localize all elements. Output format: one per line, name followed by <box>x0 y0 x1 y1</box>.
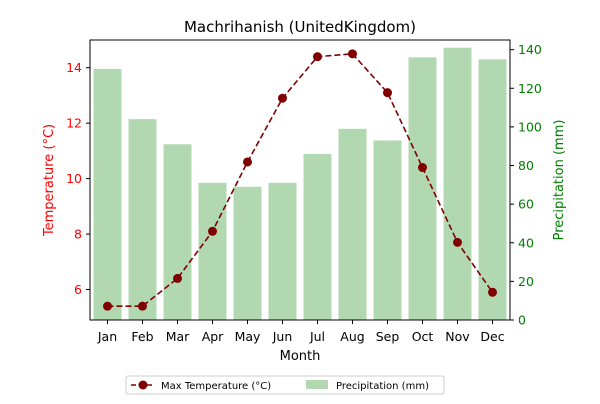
temperature-line <box>103 49 497 311</box>
temperature-point <box>278 93 287 103</box>
precipitation-bar <box>268 182 297 320</box>
precipitation-bar <box>128 119 157 320</box>
x-axis-label: Month <box>280 349 321 364</box>
legend-frame <box>125 375 445 395</box>
y-axis-left-label: Temperature (°C) <box>42 124 57 237</box>
temperature-point <box>208 226 217 236</box>
temperature-point <box>138 301 147 311</box>
legend-entry-precipitation: Precipitation (mm) <box>336 381 429 392</box>
legend: Max Temperature (°C) Precipitation (mm) <box>125 375 445 395</box>
temperature-point <box>488 287 497 297</box>
legend-bar-swatch <box>306 380 328 389</box>
precipitation-bar <box>233 186 262 320</box>
x-tick-label: Dec <box>480 329 504 344</box>
y-right-tick-label: 60 <box>518 197 534 212</box>
precipitation-bar <box>443 47 472 321</box>
y-axis-right: 0 20 40 60 80 100 120 140 <box>510 42 542 328</box>
y-left-tick-label: 6 <box>74 282 82 297</box>
y-right-tick-label: 0 <box>518 313 526 328</box>
x-tick-label: Jul <box>309 329 325 344</box>
x-tick-label: Sep <box>376 329 400 344</box>
y-right-tick-label: 40 <box>518 235 534 250</box>
x-tick-label: Oct <box>412 329 434 344</box>
y-left-tick-label: 10 <box>66 171 82 186</box>
x-tick-label: Jan <box>97 329 117 344</box>
x-tick-label: Nov <box>445 329 470 344</box>
precipitation-bar <box>303 153 332 320</box>
temperature-point <box>313 52 322 62</box>
temperature-point <box>453 237 462 247</box>
x-tick-label: May <box>235 329 261 344</box>
temperature-point <box>173 273 182 283</box>
temperature-point <box>383 88 392 98</box>
y-axis-left: 6 8 10 12 14 <box>66 60 90 297</box>
legend-entry-temperature: Max Temperature (°C) <box>161 381 271 392</box>
precipitation-bar <box>373 140 402 320</box>
y-right-tick-label: 80 <box>518 158 534 173</box>
y-right-tick-label: 140 <box>518 42 542 57</box>
precipitation-bar <box>93 68 122 320</box>
x-tick-label: Mar <box>166 329 190 344</box>
y-right-tick-label: 100 <box>518 119 542 134</box>
precipitation-bar <box>478 59 507 321</box>
y-right-tick-label: 120 <box>518 81 542 96</box>
x-tick-label: Apr <box>202 329 224 344</box>
y-right-tick-label: 20 <box>518 274 534 289</box>
x-tick-label: Feb <box>131 329 153 344</box>
x-tick-label: Jun <box>272 329 293 344</box>
temperature-point <box>103 301 112 311</box>
y-left-tick-label: 14 <box>66 60 82 75</box>
x-axis: Jan Feb Mar Apr May Jun Jul Aug Sep Oct Nov Dec <box>97 320 505 344</box>
x-tick-label: Aug <box>340 329 364 344</box>
legend-line-marker <box>138 380 148 390</box>
plot-frame <box>89 39 511 321</box>
precipitation-bars <box>93 47 507 321</box>
y-left-tick-label: 8 <box>74 227 82 242</box>
temperature-point <box>418 163 427 173</box>
temperature-point <box>243 157 252 167</box>
chart-title: Machrihanish (UnitedKingdom) <box>184 18 416 36</box>
temperature-point <box>348 49 357 59</box>
y-left-tick-label: 12 <box>66 116 82 131</box>
precipitation-bar <box>198 182 227 320</box>
temperature-series-line <box>107 53 494 307</box>
precipitation-bar <box>163 144 192 320</box>
precipitation-bar <box>338 128 367 320</box>
y-axis-right-label: Precipitation (mm) <box>552 120 567 241</box>
